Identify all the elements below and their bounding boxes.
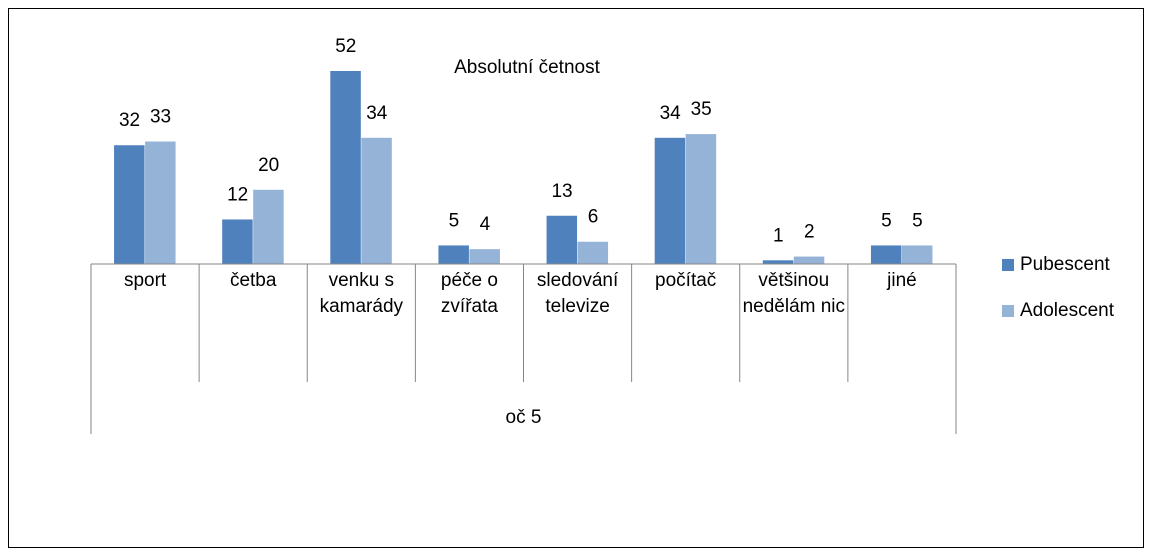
group-label: oč 5 (505, 407, 542, 428)
bar (901, 245, 933, 264)
data-label: 35 (691, 99, 712, 120)
x-tick-label: péče o zvířata (440, 270, 498, 317)
data-label: 20 (258, 155, 279, 176)
legend-label: Pubescent (1020, 254, 1111, 275)
legend-label: Adolescent (1020, 300, 1115, 321)
bar (253, 189, 284, 264)
bar (793, 256, 825, 264)
x-tick-label: většinou nedělám nic (742, 270, 846, 317)
data-label: 5 (449, 210, 460, 231)
data-label: 13 (551, 181, 572, 202)
chart-title: Absolutní četnost (454, 57, 600, 78)
data-label: 5 (881, 210, 892, 231)
bar (654, 137, 686, 264)
bar (546, 215, 578, 264)
data-label: 6 (588, 207, 599, 228)
data-label: 33 (150, 107, 171, 128)
bar (685, 134, 717, 264)
x-tick-label: počítač (655, 270, 717, 291)
bar (762, 260, 794, 264)
data-label: 2 (804, 222, 815, 243)
bar (577, 241, 609, 264)
bar (330, 71, 361, 264)
bar (114, 145, 145, 264)
x-tick-label: sport (123, 270, 167, 291)
bar (469, 249, 500, 264)
x-tick-label: jiné (887, 270, 917, 291)
bar (145, 141, 176, 264)
data-label: 34 (660, 103, 682, 124)
legend-swatch (1002, 305, 1014, 317)
chart-border (8, 8, 1144, 548)
data-label: 1 (773, 225, 784, 246)
data-label: 12 (227, 184, 248, 205)
bar (438, 245, 469, 264)
legend-swatch (1002, 259, 1014, 271)
data-label: 5 (912, 210, 923, 231)
data-label: 52 (335, 36, 356, 57)
x-tick-label: venku s kamarády (319, 270, 404, 317)
x-tick-label: sledování televize (536, 270, 619, 317)
bar (222, 219, 253, 264)
data-label: 34 (366, 103, 388, 124)
data-label: 32 (119, 110, 140, 131)
bar (361, 137, 392, 264)
data-label: 4 (480, 214, 491, 235)
x-tick-label: četba (229, 270, 277, 291)
bar (870, 245, 902, 264)
